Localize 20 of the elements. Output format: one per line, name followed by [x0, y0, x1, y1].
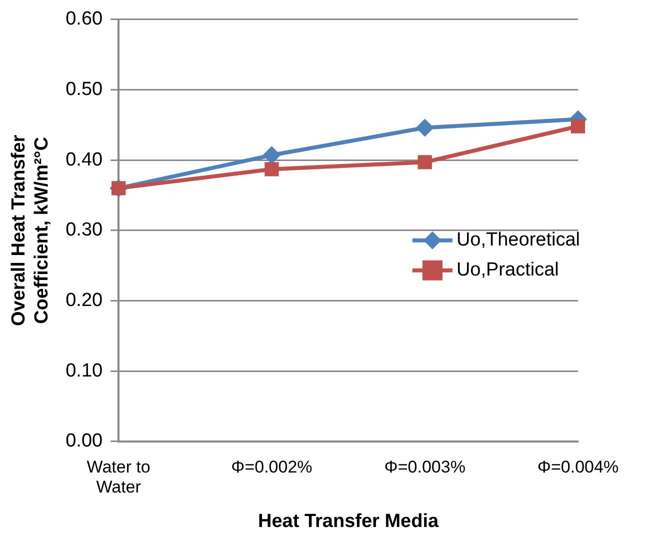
y-tick-label: 0.40 — [66, 149, 103, 170]
y-axis-title: Overall Heat Transfer Coefficient, kW/m²°C — [8, 134, 52, 326]
point — [570, 119, 586, 134]
point — [264, 162, 279, 176]
x-tick-label: Φ=0.003% — [384, 457, 466, 476]
y-tick-label: 0.30 — [66, 220, 103, 241]
y-tick-label: 0.50 — [66, 78, 103, 100]
y-tick-label: 0.00 — [66, 430, 103, 452]
x-axis-title: Heat Transfer Media — [258, 510, 439, 532]
legend-label: Uo,Theoretical — [456, 230, 580, 251]
x-tick-label: Φ=0.004% — [537, 457, 619, 476]
y-tick-label: 0.20 — [66, 290, 103, 311]
x-tick-label: Water to Water — [86, 457, 150, 497]
x-tick-label: Φ=0.002% — [231, 457, 312, 476]
legend-label: Uo,Practical — [456, 260, 559, 281]
point — [416, 118, 434, 137]
point — [262, 146, 281, 164]
y-tick-label: 0.10 — [66, 360, 103, 382]
y-tick-label: 0.60 — [66, 8, 103, 30]
point — [418, 155, 432, 170]
